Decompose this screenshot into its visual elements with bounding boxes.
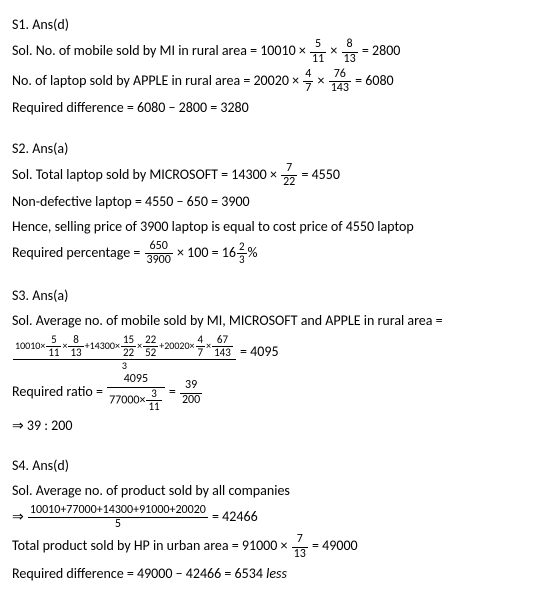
fraction: 10010×511×813+14300×1522×2252+20020×47×6… (13, 334, 236, 371)
s1-line2: No. of laptop sold by APPLE in rural are… (12, 68, 527, 95)
s1-line1-prefix: Sol. No. of mobile sold by MI in rural a… (12, 42, 306, 59)
s1-line2-prefix: No. of laptop sold by APPLE in rural are… (12, 72, 299, 89)
s4-line4: Required difference = 49000 − 42466 = 65… (12, 563, 527, 585)
s1-line3: Required difference = 6080 − 2800 = 3280 (12, 97, 527, 119)
solution-3: S3. Ans(a) Sol. Average no. of mobile so… (12, 285, 527, 437)
s2-line4-suffix: % (248, 244, 258, 261)
fraction: 6503900 (145, 240, 173, 267)
s4-line2-suffix: = 42466 (212, 508, 258, 525)
fraction: 813 (342, 38, 358, 65)
fraction: 10010+77000+14300+91000+200205 (28, 504, 208, 531)
s4-header: S4. Ans(d) (12, 455, 527, 477)
s2-header: S2. Ans(a) (12, 138, 527, 160)
fraction: 713 (292, 533, 308, 560)
s4-line2: ⇒ 10010+77000+14300+91000+200205 = 42466 (12, 504, 527, 531)
s3-line4: ⇒ 39 : 200 (12, 415, 527, 437)
s2-line3: Hence, selling price of 3900 laptop is e… (12, 216, 527, 238)
fraction: 4095 77000×311 (107, 373, 165, 412)
fraction: 23 (237, 241, 247, 266)
s1-line1: Sol. No. of mobile sold by MI in rural a… (12, 38, 527, 65)
fraction: 39200 (180, 379, 202, 406)
fraction: 722 (281, 162, 297, 189)
s4-line3-suffix: = 49000 (312, 537, 358, 554)
solution-2: S2. Ans(a) Sol. Total laptop sold by MIC… (12, 138, 527, 268)
times: × (318, 72, 325, 89)
s3-line2: 10010×511×813+14300×1522×2252+20020×47×6… (12, 334, 527, 371)
times: × (330, 42, 337, 59)
s3-line1: Sol. Average no. of mobile sold by MI, M… (12, 310, 527, 332)
s3-line2-suffix: = 4095 (240, 343, 279, 360)
s1-line2-suffix: = 6080 (355, 72, 394, 89)
s3-header: S3. Ans(a) (12, 285, 527, 307)
s2-line2: Non-defective laptop = 4550 − 650 = 3900 (12, 191, 527, 213)
fraction: 47 (303, 68, 313, 95)
s3-line3-prefix: Required ratio = (12, 383, 103, 400)
fraction: 511 (310, 38, 326, 65)
s2-line1-prefix: Sol. Total laptop sold by MICROSOFT = 14… (12, 166, 277, 183)
s2-line1: Sol. Total laptop sold by MICROSOFT = 14… (12, 162, 527, 189)
s2-line1-suffix: = 4550 (301, 166, 340, 183)
s4-line1: Sol. Average no. of product sold by all … (12, 480, 527, 502)
s2-line4: Required percentage = 6503900 × 100 = 16… (12, 240, 527, 267)
solution-1: S1. Ans(d) Sol. No. of mobile sold by MI… (12, 14, 527, 120)
s1-header: S1. Ans(d) (12, 14, 527, 36)
s4-line2-prefix: ⇒ (12, 508, 24, 525)
s4-line4-prefix: Required difference = 49000 − 42466 = 65… (12, 565, 266, 582)
s2-line4-mid: × 100 = 16 (177, 244, 236, 261)
eq: = (169, 383, 176, 400)
s2-line4-prefix: Required percentage = (12, 244, 140, 261)
solution-4: S4. Ans(d) Sol. Average no. of product s… (12, 455, 527, 585)
s3-line3: Required ratio = 4095 77000×311 = 39200 (12, 373, 527, 412)
s4-line3: Total product sold by HP in urban area =… (12, 533, 527, 560)
s4-line3-prefix: Total product sold by HP in urban area =… (12, 537, 288, 554)
s1-line1-suffix: = 2800 (362, 42, 401, 59)
fraction: 76143 (329, 68, 351, 95)
s4-line4-italic: less (266, 565, 287, 582)
